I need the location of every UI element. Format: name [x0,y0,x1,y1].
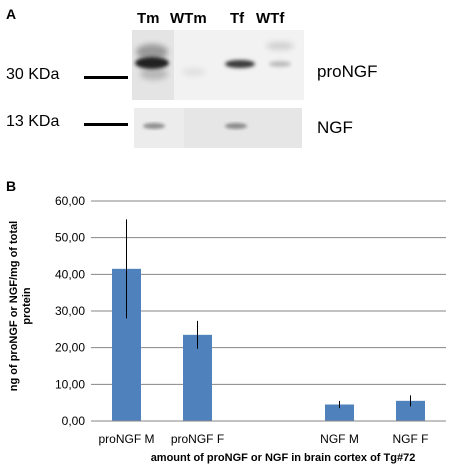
marker-13kda-line [84,123,128,126]
x-axis-title: amount of proNGF or NGF in brain cortex … [151,452,416,464]
lane-label-wtm: WTm [170,10,207,27]
lane-label-tm: Tm [137,10,160,27]
x-tick-label: proNGF F [171,432,224,446]
chart-grid [91,200,446,385]
y-tick-label: 50,00 [55,231,85,245]
y-axis-title-line2: protein [21,287,33,325]
ngf-blot-image [134,108,302,148]
bar [183,334,212,421]
lane-label-tf: Tf [230,10,245,27]
band-label-ngf: NGF [317,118,353,137]
bar [325,404,354,421]
pronfg-blot-image [132,30,304,100]
y-tick-label: 60,00 [55,194,85,208]
x-tick-labels: proNGF M proNGF F NGF M NGF F [98,432,428,446]
marker-30kda-line [84,76,128,79]
y-tick-label: 10,00 [55,377,85,391]
chart-bars [112,219,425,421]
x-tick-label: NGF F [393,432,429,446]
y-tick-label: 40,00 [55,267,85,281]
marker-30kda: 30 KDa [6,66,60,83]
x-tick-label: proNGF M [98,432,154,446]
y-tick-label: 20,00 [55,341,85,355]
y-tick-label: 30,00 [55,304,85,318]
panel-a-label: A [6,6,17,22]
x-tick-label: NGF M [320,432,359,446]
bar [396,400,425,421]
band-label-pronfg: proNGF [317,62,378,81]
y-tick-labels: 0,00 10,00 20,00 30,00 40,00 50,00 60,00 [55,194,85,428]
panel-b-label: B [6,178,17,194]
y-axis-title-line1: ng of proNGF or NGF/mg of total [8,221,20,391]
y-tick-label: 0,00 [62,414,86,428]
marker-13kda: 13 KDa [6,113,60,130]
lane-label-wtf: WTf [256,10,285,27]
